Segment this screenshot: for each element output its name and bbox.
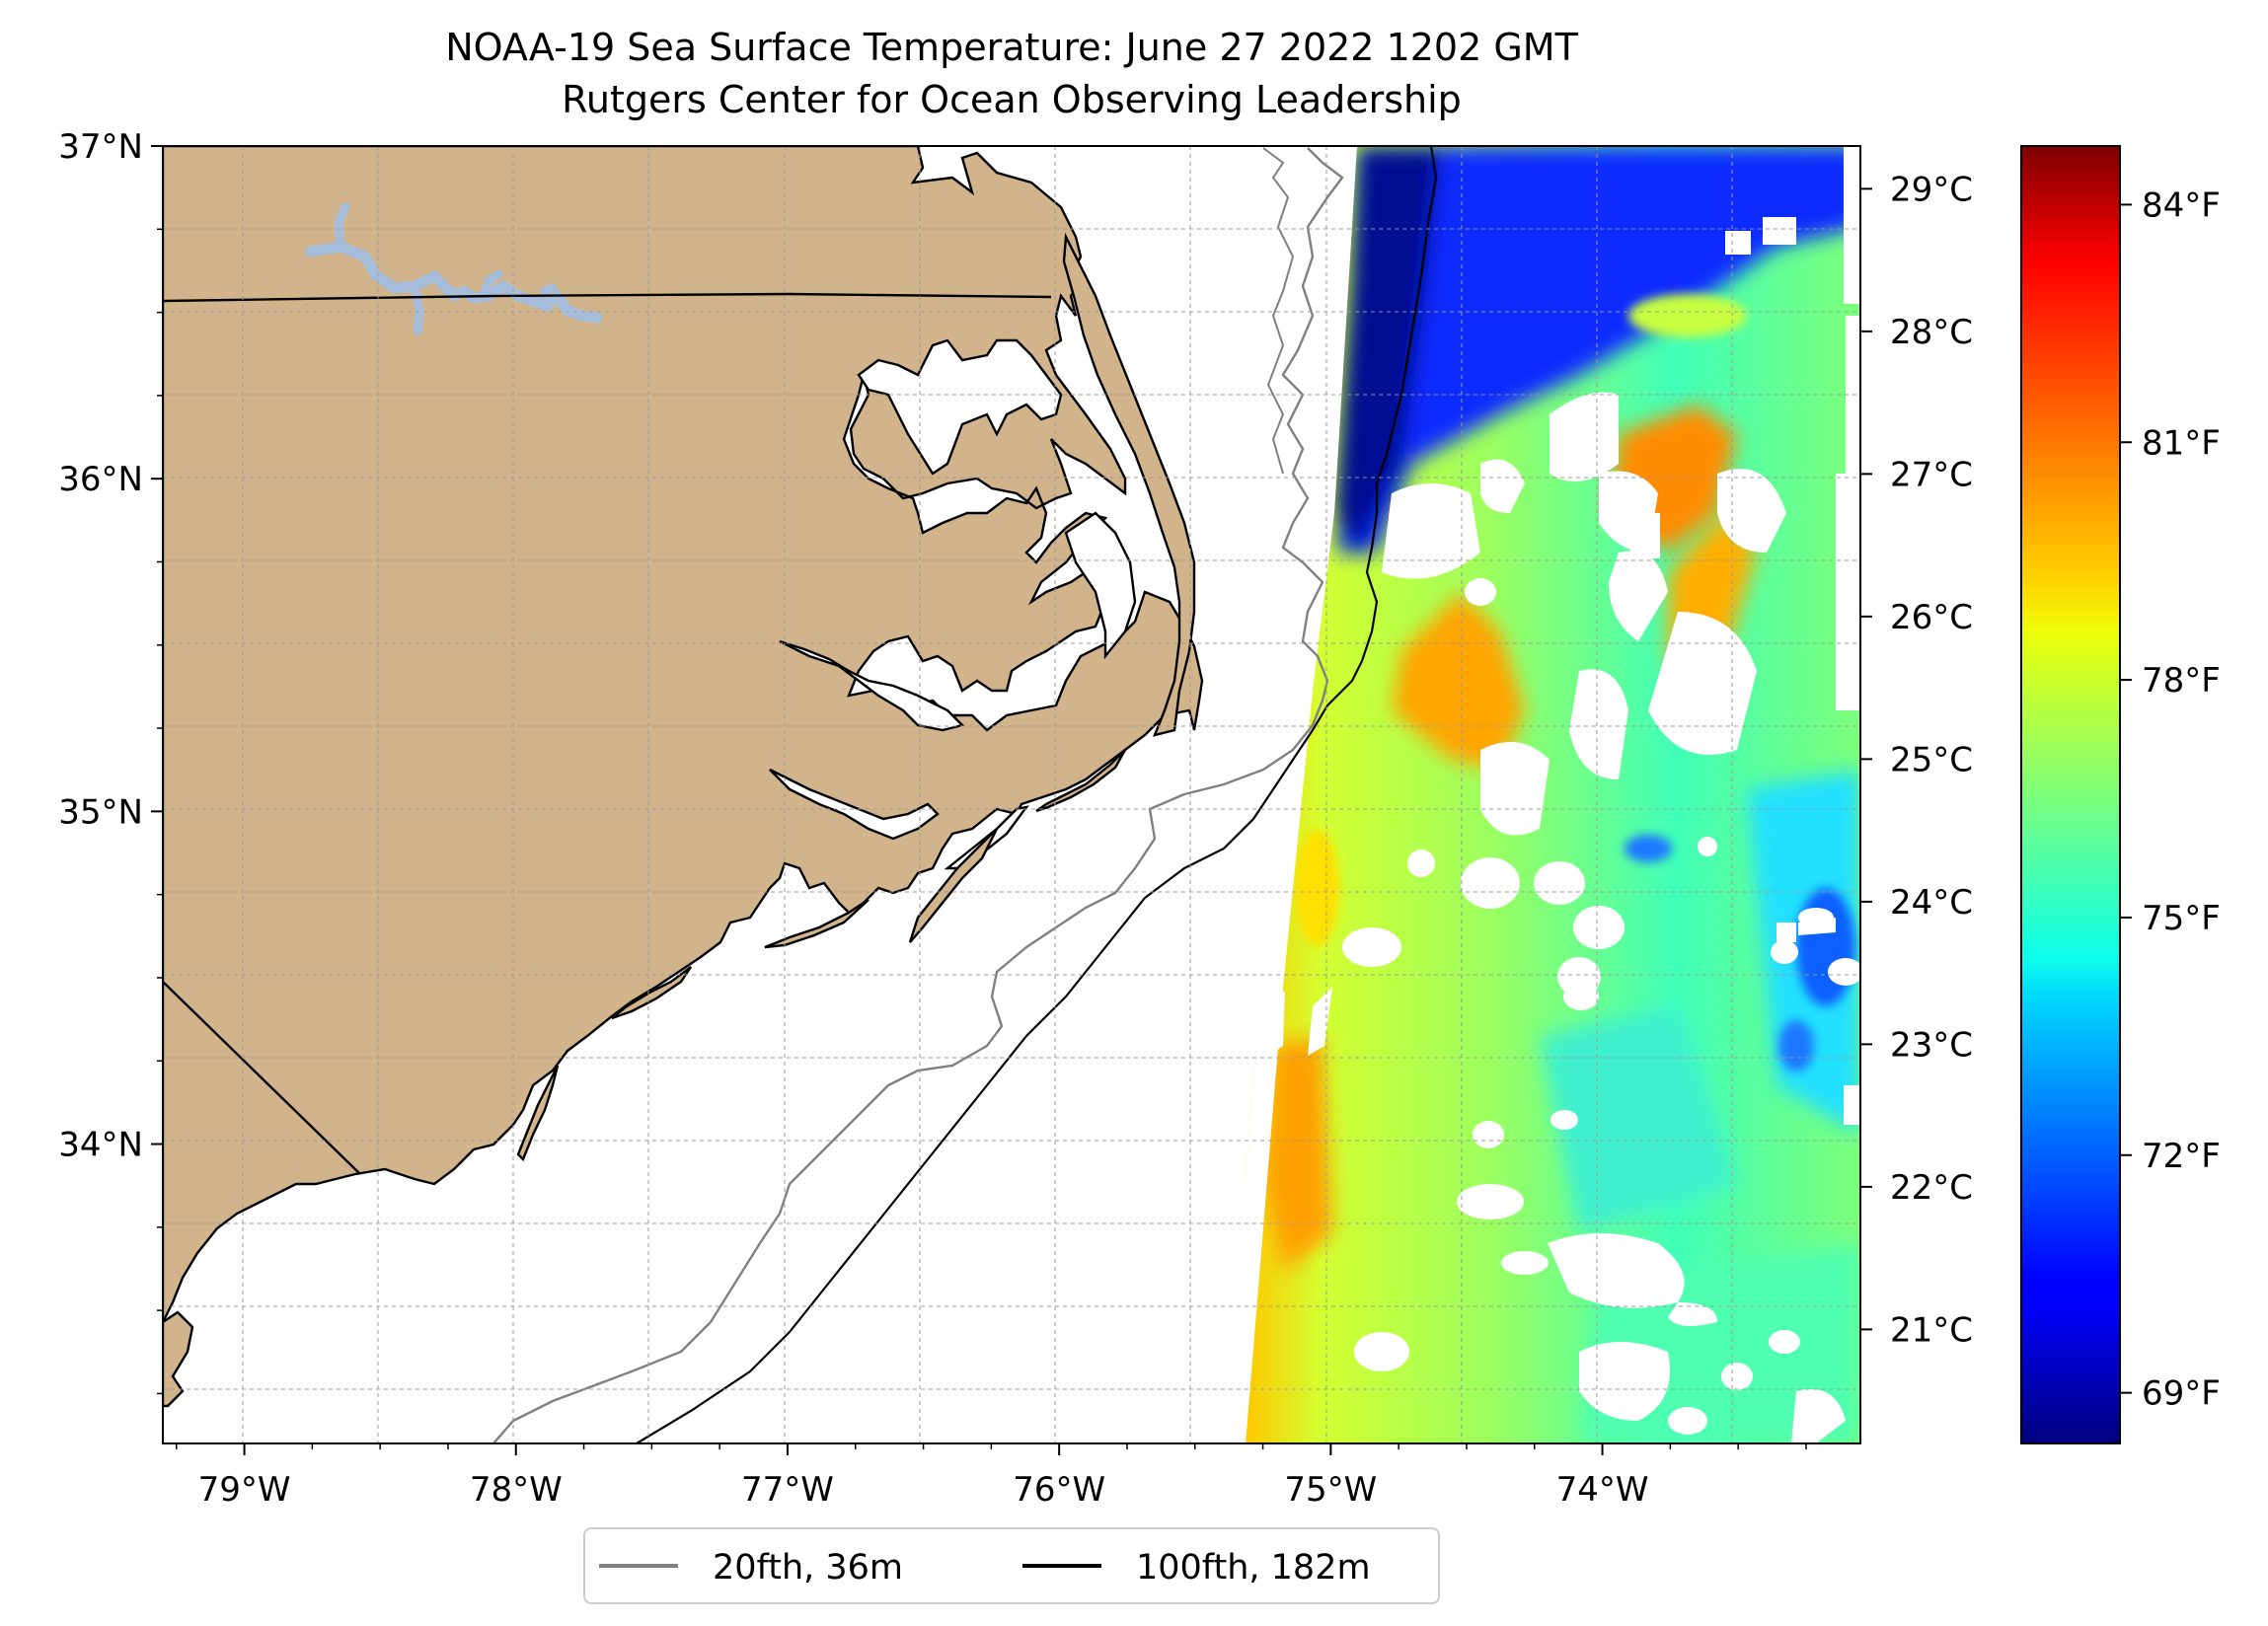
colorbar-gradient — [2020, 145, 2121, 1444]
celsius-tick-label: 27°C — [1890, 455, 1973, 494]
cape-fear — [516, 1065, 560, 1162]
lat-tick-label: 35°N — [58, 792, 143, 832]
kerr-lake-branch — [538, 283, 558, 309]
isobath-20fth — [492, 147, 1344, 1443]
celsius-tick-label: 24°C — [1890, 883, 1973, 923]
lat-tick-label: 34°N — [58, 1126, 143, 1165]
outer-banks-south — [1035, 749, 1127, 813]
sst-swath — [1224, 146, 1860, 1443]
map-gridlines — [163, 146, 1860, 1443]
fahrenheit-tick-label: 78°F — [2142, 661, 2221, 701]
land — [163, 146, 1204, 1408]
bathymetry-contours — [492, 146, 1438, 1443]
kerr-lake-branch — [334, 202, 350, 252]
sst-warm-front-1 — [1392, 592, 1525, 770]
legend: 20fth, 36m 100fth, 182m — [583, 1527, 1440, 1604]
southern-tip — [163, 1310, 194, 1408]
legend-label-20fth: 20fth, 36m — [713, 1548, 903, 1588]
colorbar: 29°C 28°C 27°C 26°C 25°C 24°C 23°C 22°C 21°C 84°… — [1860, 145, 2221, 1444]
fahrenheit-tick-label: 72°F — [2142, 1137, 2221, 1176]
celsius-tick-label: 26°C — [1890, 598, 1973, 637]
lat-tick-label: 37°N — [58, 127, 143, 167]
sst-yellow-band — [1296, 829, 1339, 947]
isobath-20fth-inner — [1262, 147, 1295, 475]
celsius-axis: 29°C 28°C 27°C 26°C 25°C 24°C 23°C 22°C 21°C — [1860, 170, 1973, 1350]
lon-tick-label: 74°W — [1556, 1470, 1649, 1510]
sst-yellow-band — [1628, 294, 1747, 337]
legend-box — [583, 1527, 1440, 1604]
sst-blue-eddy — [1796, 888, 1855, 1006]
lon-tick-label: 77°W — [741, 1470, 834, 1510]
lon-tick-label: 75°W — [1284, 1470, 1377, 1510]
sst-blue-eddy — [1778, 1020, 1814, 1072]
shackleford-banks — [908, 828, 999, 943]
celsius-tick-label: 28°C — [1890, 313, 1973, 352]
lat-tick-label: 36°N — [58, 460, 143, 499]
celsius-tick-label: 29°C — [1890, 170, 1973, 209]
map-panel — [163, 146, 1860, 1443]
albemarle-sound — [857, 338, 1063, 476]
map-frame — [162, 145, 1861, 1444]
state-border-nc-sc — [163, 981, 361, 1175]
sst-blue-eddy — [1625, 835, 1672, 862]
kerr-lake — [305, 241, 603, 324]
bogue-banks — [764, 898, 869, 949]
cloud-gaps — [1268, 146, 1860, 1443]
chart-title-line1: NOAA-19 Sea Surface Temperature: June 27… — [445, 26, 1578, 69]
fahrenheit-tick-label: 84°F — [2142, 185, 2221, 225]
state-border-va-nc — [163, 292, 1052, 303]
pamlico-sound — [1064, 511, 1137, 660]
legend-label-100fth: 100fth, 182m — [1136, 1548, 1371, 1588]
latitude-axis: 37°N 36°N 35°N 34°N — [58, 127, 163, 1395]
sst-warm-west — [1263, 1036, 1332, 1273]
lon-tick-label: 79°W — [198, 1470, 291, 1510]
isobath-100fth — [636, 146, 1438, 1443]
lon-tick-label: 76°W — [1013, 1470, 1105, 1510]
kerr-lake-branch — [410, 281, 424, 335]
fahrenheit-axis: 84°F 81°F 78°F 75°F 72°F 69°F — [2120, 185, 2221, 1414]
pamlico-river — [779, 639, 965, 732]
celsius-tick-label: 23°C — [1890, 1025, 1973, 1065]
sst-cold-core — [1334, 148, 1441, 553]
sst-cool-east-2 — [1540, 1006, 1737, 1233]
barrier-island-southwest — [611, 966, 692, 1020]
fahrenheit-tick-label: 81°F — [2142, 423, 2221, 463]
fahrenheit-tick-label: 69°F — [2142, 1374, 2221, 1414]
kerr-lake-branch — [479, 269, 503, 301]
celsius-tick-label: 25°C — [1890, 740, 1973, 779]
chart-title-line2: Rutgers Center for Ocean Observing Leade… — [562, 78, 1462, 121]
longitude-axis: 79°W 78°W 77°W 76°W 75°W 74°W — [176, 1443, 1807, 1510]
swath-edge-mask — [1224, 146, 1357, 1443]
fahrenheit-tick-label: 75°F — [2142, 899, 2221, 938]
lon-tick-label: 78°W — [470, 1470, 563, 1510]
celsius-tick-label: 22°C — [1890, 1168, 1973, 1208]
celsius-tick-label: 21°C — [1890, 1310, 1973, 1350]
